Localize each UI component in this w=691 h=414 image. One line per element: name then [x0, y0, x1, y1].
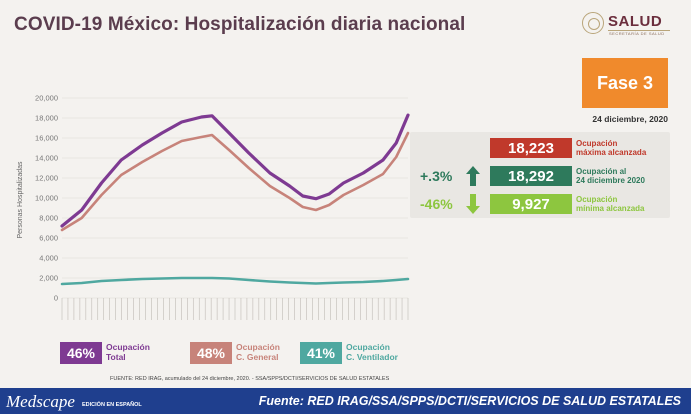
y-tick-label: 20,000: [35, 94, 58, 103]
series-line-2: [60, 131, 410, 232]
slide: COVID-19 México: Hospitalización diaria …: [0, 0, 691, 388]
change-up-value: +.3%: [420, 168, 453, 184]
phase-badge: Fase 3: [582, 58, 668, 108]
source-caption: Fuente: RED IRAG/SSA/SPPS/DCTI/SERVICIOS…: [258, 394, 681, 408]
stat-max-label-line1: Ocupación: [576, 139, 618, 148]
stat-min-label-line1: Ocupación: [576, 195, 618, 204]
stat-current-value: 18,292: [490, 166, 572, 186]
stat-min-value: 9,927: [490, 194, 572, 214]
arrow-down-icon: [466, 194, 480, 214]
stat-max-label-line2: máxima alcanzada: [576, 148, 647, 157]
legend-general-line2: C. General: [236, 352, 279, 362]
y-tick-label: 10,000: [35, 194, 58, 203]
stat-current-label-line1: Ocupación al: [576, 167, 627, 176]
report-date: 24 diciembre, 2020: [592, 114, 668, 124]
salud-logo: SALUD SECRETARÍA DE SALUD: [582, 10, 672, 40]
legend-total-label: Ocupación Total: [106, 342, 150, 362]
legend-ventilator-label: Ocupación C. Ventilador: [346, 342, 398, 362]
legend-total-pct: 46%: [60, 342, 102, 364]
stat-max-value: 18,223: [490, 138, 572, 158]
stat-current-label-line2: 24 diciembre 2020: [576, 176, 645, 185]
y-tick-label: 12,000: [35, 174, 58, 183]
hospitalization-chart: Personas Hospitalizadas 0 2,000 4,000 6,000…: [17, 94, 410, 320]
legend-total-line1: Ocupación: [106, 342, 150, 352]
seal-icon: [582, 12, 604, 34]
legend-general-line1: Ocupación: [236, 342, 280, 352]
legend-ventilator-line2: C. Ventilador: [346, 352, 398, 362]
series-line-3: [60, 276, 410, 286]
stat-min-label: Ocupación mínima alcanzada: [576, 195, 644, 213]
y-tick-label: 6,000: [39, 234, 58, 243]
medscape-logo: Medscape: [6, 392, 75, 411]
footnote: FUENTE: RED IRAG, acumulado del 24 dicie…: [110, 376, 390, 382]
logo-text: SALUD: [608, 13, 663, 30]
legend-general-pct: 48%: [190, 342, 232, 364]
legend-general-label: Ocupación C. General: [236, 342, 280, 362]
y-tick-label: 2,000: [39, 274, 58, 283]
y-tick-label: 16,000: [35, 134, 58, 143]
y-tick-label: 4,000: [39, 254, 58, 263]
y-tick-label: 18,000: [35, 114, 58, 123]
y-tick-label: 8,000: [39, 214, 58, 223]
logo-rule: [608, 30, 670, 31]
stat-max-label: Ocupación máxima alcanzada: [576, 139, 646, 157]
stat-current-label: Ocupación al 24 diciembre 2020: [576, 167, 645, 185]
legend-total-line2: Total: [106, 352, 126, 362]
legend-ventilator-pct: 41%: [300, 342, 342, 364]
medscape-edition: EDICIÓN EN ESPAÑOL: [82, 402, 142, 408]
y-tick-label: 14,000: [35, 154, 58, 163]
stat-min-label-line2: mínima alcanzada: [576, 204, 645, 213]
bottom-bar: [0, 388, 691, 414]
change-down-value: -46%: [420, 196, 453, 212]
legend-ventilator-line1: Ocupación: [346, 342, 390, 352]
y-axis-label: Personas Hospitalizadas: [17, 161, 24, 239]
page-title: COVID-19 México: Hospitalización diaria …: [14, 14, 466, 35]
series-line-1: [60, 113, 410, 228]
y-tick-label: 0: [54, 294, 58, 303]
logo-subtitle: SECRETARÍA DE SALUD: [609, 31, 665, 36]
arrow-up-icon: [466, 166, 480, 186]
